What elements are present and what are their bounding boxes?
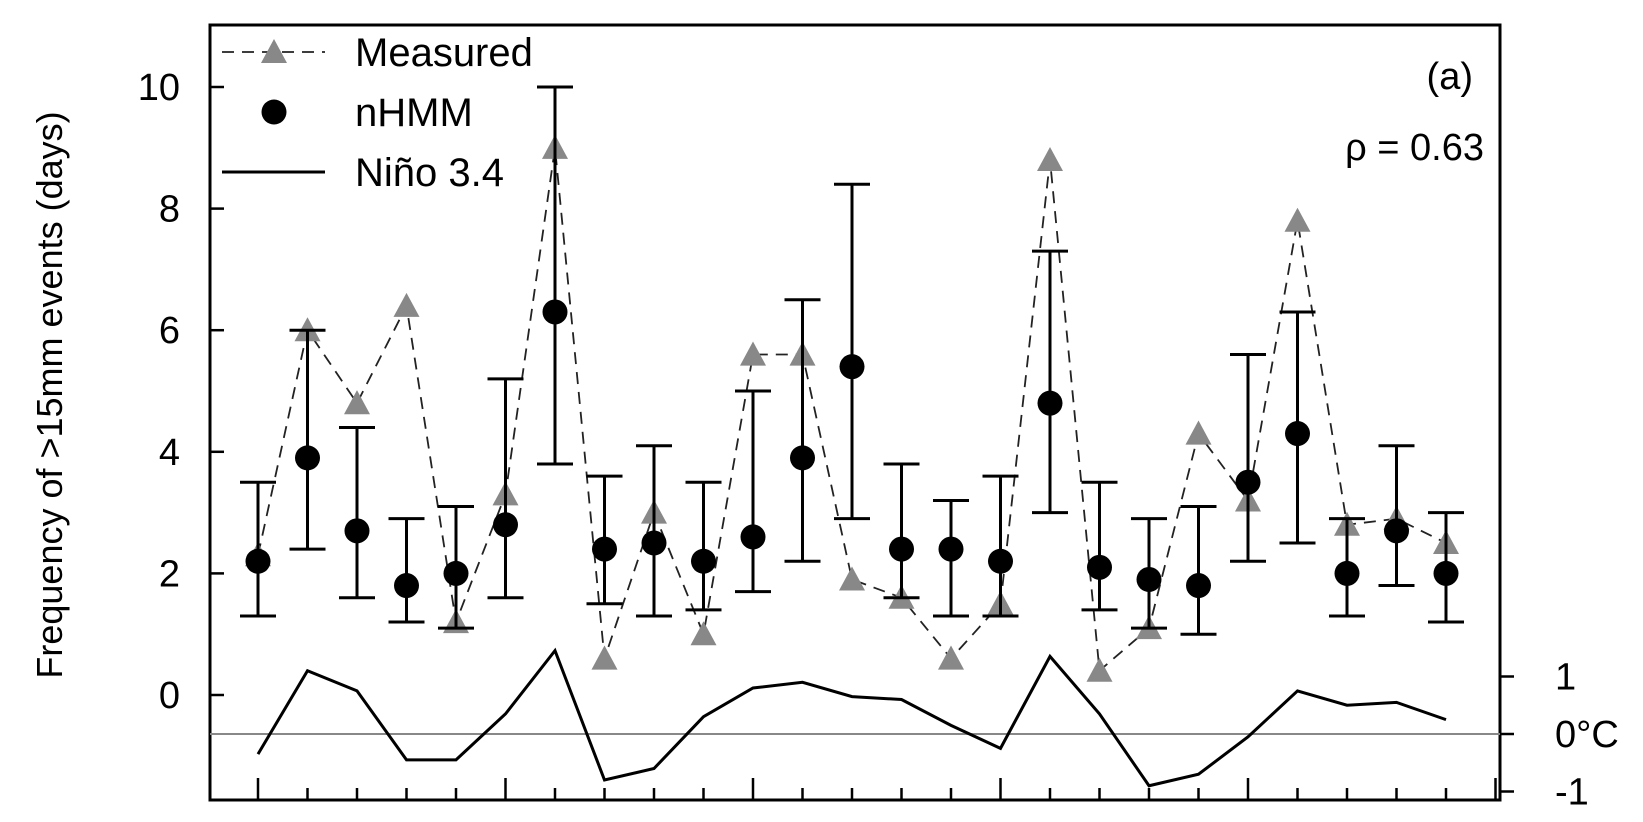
measured-point — [1185, 420, 1212, 445]
legend-label-2: Niño 3.4 — [355, 151, 504, 195]
measured-point — [839, 566, 865, 591]
nhmm-point — [1087, 554, 1112, 580]
nhmm-point — [1037, 390, 1063, 416]
y-tick-label-2: 2 — [159, 553, 180, 595]
nhmm-series-layer — [240, 85, 1464, 636]
nhmm-point — [1384, 518, 1409, 544]
nhmm-point — [394, 573, 419, 599]
measured-point — [740, 341, 766, 366]
nhmm-point — [988, 548, 1013, 574]
right-tick-label-0: 1 — [1555, 657, 1576, 699]
axes-layer: 0 2 4 6 8 10 1 0°C -1 — [138, 67, 1619, 814]
panel-label: (a) — [1427, 56, 1473, 98]
y-axis-label: Frequency of >15mm events (days) — [29, 111, 70, 678]
legend-entry-1: nHMM — [261, 91, 473, 135]
nhmm-point — [691, 548, 716, 574]
legend-measured-marker — [261, 39, 287, 64]
nino-series-layer — [256, 647, 1447, 788]
legend: Measured nHMM Niño 3.4 — [222, 31, 533, 195]
measured-point — [344, 390, 370, 415]
y-tick-label-8: 8 — [159, 189, 180, 231]
nhmm-point — [542, 299, 568, 325]
y-tick-label-0: 0 — [159, 675, 180, 717]
measured-point — [1037, 146, 1063, 172]
nhmm-point — [938, 536, 964, 562]
measured-point — [938, 645, 964, 670]
nhmm-point — [839, 354, 865, 380]
nhmm-point — [1334, 560, 1360, 586]
legend-nhmm-marker — [261, 99, 287, 125]
y-tick-label-4: 4 — [159, 432, 180, 474]
nhmm-point — [641, 530, 667, 556]
plot-frame — [208, 23, 1502, 802]
correlation-annotation: ρ = 0.63 — [1345, 127, 1484, 169]
nhmm-point — [790, 445, 815, 471]
legend-label-1: nHMM — [355, 91, 473, 135]
nhmm-point — [1433, 560, 1459, 586]
nhmm-point — [740, 524, 766, 550]
measured-point — [690, 621, 717, 646]
right-tick-label-2: -1 — [1555, 772, 1589, 814]
nhmm-point — [1235, 469, 1261, 495]
nhmm-point — [592, 536, 617, 562]
right-tick-label-1: 0°C — [1555, 714, 1619, 756]
nhmm-point — [245, 548, 271, 574]
legend-entry-0: Measured — [222, 31, 533, 75]
plot-frame-layer — [208, 23, 1502, 802]
y-tick-label-10: 10 — [138, 67, 180, 109]
nhmm-point — [1186, 573, 1211, 599]
measured-point — [393, 292, 420, 317]
measured-point — [1086, 657, 1113, 682]
nhmm-point — [1136, 566, 1162, 592]
nino-line — [256, 647, 1447, 788]
nhmm-point — [344, 518, 370, 544]
nhmm-point — [493, 512, 518, 538]
legend-entry-2: Niño 3.4 — [222, 151, 504, 195]
nhmm-point — [443, 560, 469, 586]
nhmm-point — [1285, 421, 1310, 447]
y-tick-label-6: 6 — [159, 310, 180, 352]
nhmm-point — [295, 445, 320, 471]
measured-point — [1284, 207, 1311, 232]
legend-label-0: Measured — [355, 31, 533, 75]
measured-point — [591, 645, 618, 670]
nhmm-point — [889, 536, 914, 562]
